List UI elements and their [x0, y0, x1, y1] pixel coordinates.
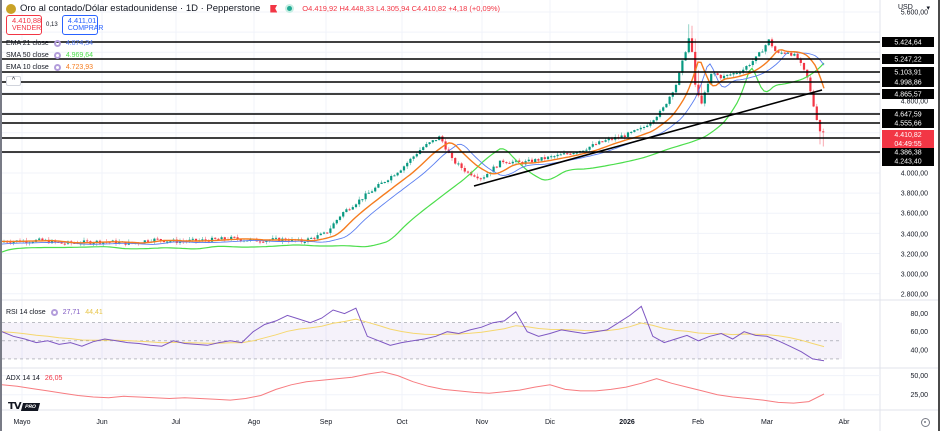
market-open-status-icon: [285, 4, 295, 13]
indicator-settings-icon[interactable]: [53, 52, 61, 59]
indicator-ema21[interactable]: EMA 21 close 4.874,34: [6, 40, 94, 47]
close-value: 4.410,82: [417, 4, 447, 13]
svg-text:5.600,00: 5.600,00: [901, 10, 928, 17]
time-axis-label: Oct: [397, 419, 408, 426]
indicator-sma50[interactable]: SMA 50 close 4.969,64: [6, 52, 94, 59]
spread-value: 0,13: [46, 22, 58, 28]
adx-value: 26,05: [44, 375, 63, 382]
svg-text:5.103,91: 5.103,91: [894, 70, 921, 77]
svg-text:4.000,00: 4.000,00: [901, 171, 928, 178]
time-axis-label: Nov: [476, 419, 489, 426]
time-axis-label: Ago: [248, 419, 261, 426]
ohlc-values: O4.419,92 H4.448,33 L4.305,94 C4.410,82 …: [302, 4, 501, 13]
time-axis-label: Jun: [96, 419, 107, 426]
settings-gear-icon[interactable]: [921, 418, 930, 427]
svg-text:3.600,00: 3.600,00: [901, 211, 928, 218]
svg-text:60,00: 60,00: [910, 329, 928, 336]
time-axis-label: Dic: [545, 419, 556, 426]
sell-price: 4.410,88: [12, 16, 42, 25]
gold-symbol-icon: [6, 3, 16, 14]
tradingview-logo[interactable]: TV PRO: [8, 401, 40, 412]
time-axis-label: Jul: [172, 419, 181, 426]
svg-text:3.400,00: 3.400,00: [901, 232, 928, 239]
svg-text:50,00: 50,00: [910, 373, 928, 380]
collapse-indicators-button[interactable]: ^: [6, 76, 21, 86]
rsi-value: 27,71: [62, 309, 81, 316]
time-axis-label: Mar: [761, 419, 774, 426]
trade-panel: 4.410,88 VENDER 0,13 4.411,01 COMPRAR: [6, 15, 103, 35]
svg-text:3.200,00: 3.200,00: [901, 252, 928, 259]
currency-selector[interactable]: USD ▾: [898, 4, 930, 12]
time-axis-label: Sep: [320, 419, 333, 426]
indicator-settings-icon[interactable]: [53, 40, 61, 47]
buy-price: 4.411,01: [67, 16, 97, 25]
svg-text:4.243,40: 4.243,40: [894, 159, 921, 166]
svg-text:25,00: 25,00: [910, 392, 928, 399]
svg-text:40,00: 40,00: [910, 347, 928, 354]
chevron-down-icon: ▾: [926, 5, 930, 12]
indicator-settings-icon[interactable]: [53, 64, 61, 71]
rsi-legend[interactable]: RSI 14 close 27,71 44,41: [6, 309, 103, 316]
svg-text:3.000,00: 3.000,00: [901, 272, 928, 279]
svg-text:4.555,66: 4.555,66: [894, 121, 921, 128]
svg-text:4.865,57: 4.865,57: [894, 92, 921, 99]
svg-text:4.998,86: 4.998,86: [894, 80, 921, 87]
symbol-title[interactable]: Oro al contado/Dólar estadounidense · 1D…: [20, 3, 261, 14]
time-axis-label: Mayo: [13, 419, 30, 426]
svg-text:3.800,00: 3.800,00: [901, 191, 928, 198]
buy-label: COMPRAR: [67, 25, 104, 32]
buy-button[interactable]: 4.411,01 COMPRAR: [61, 15, 103, 35]
low-value: 4.305,94: [380, 4, 410, 13]
change-value: +4,18 (+0,09%): [448, 4, 501, 13]
indicator-ema10[interactable]: EMA 10 close 4.723,93: [6, 64, 94, 71]
svg-text:5.424,64: 5.424,64: [894, 40, 921, 47]
flag-icon[interactable]: [270, 4, 278, 13]
sell-label: VENDER: [12, 25, 42, 32]
sell-button[interactable]: 4.410,88 VENDER: [6, 15, 42, 35]
svg-text:4.647,59: 4.647,59: [894, 112, 921, 119]
open-value: 4.419,92: [308, 4, 338, 13]
svg-text:4.800,00: 4.800,00: [901, 99, 928, 106]
rsi-ma-value: 44,41: [85, 309, 103, 316]
sma50-value: 4.969,64: [65, 52, 94, 59]
symbol-header: Oro al contado/Dólar estadounidense · 1D…: [6, 3, 500, 14]
svg-text:2.800,00: 2.800,00: [901, 292, 928, 299]
svg-text:04:49:55: 04:49:55: [894, 141, 921, 148]
svg-text:4.410,82: 4.410,82: [894, 132, 921, 139]
ema21-value: 4.874,34: [65, 40, 94, 47]
adx-legend[interactable]: ADX 14 14 26,05: [6, 375, 63, 382]
indicator-settings-icon[interactable]: [50, 309, 58, 316]
svg-text:5.247,22: 5.247,22: [894, 57, 921, 64]
time-axis-label: Abr: [839, 419, 851, 426]
time-axis-label: Feb: [692, 419, 704, 426]
ema10-value: 4.723,93: [65, 64, 94, 71]
high-value: 4.448,33: [344, 4, 375, 13]
svg-text:80,00: 80,00: [910, 311, 928, 318]
svg-text:4.386,38: 4.386,38: [894, 150, 921, 157]
time-axis-label: 2026: [619, 419, 635, 426]
